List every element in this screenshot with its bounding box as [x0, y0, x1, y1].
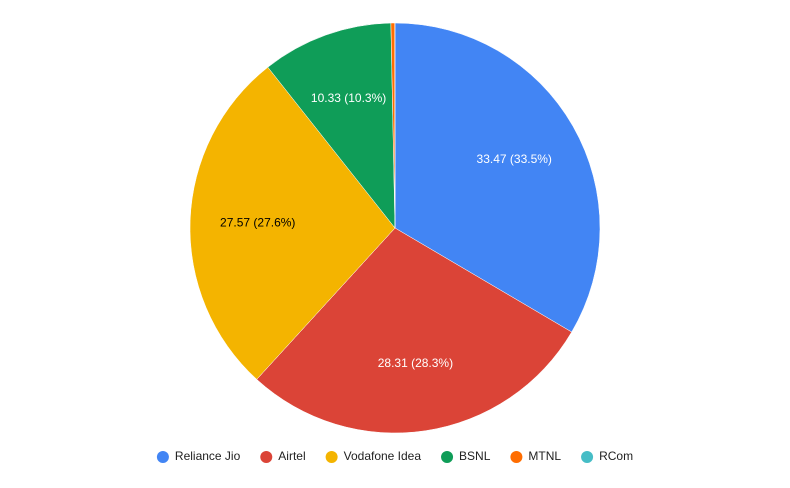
legend-label: Airtel: [278, 449, 305, 463]
pie-slice: [256, 227, 572, 434]
legend-marker: [510, 451, 523, 463]
legend-label: MTNL: [528, 449, 561, 463]
pie-slice: [189, 66, 396, 380]
legend-label: BSNL: [459, 449, 491, 463]
data-label: 27.57 (27.6%): [220, 215, 295, 229]
data-label: 10.33 (10.3%): [311, 91, 386, 105]
legend-marker: [325, 451, 338, 463]
legend-marker: [260, 451, 273, 463]
data-label: 33.47 (33.5%): [477, 152, 552, 166]
legend-marker: [581, 451, 594, 463]
legend-marker: [156, 451, 169, 463]
legend-label: Vodafone Idea: [344, 449, 422, 463]
legend: Reliance Jio Airtel Vodafone Idea BSNL MTNL R…: [156, 449, 633, 463]
pie-slice: [267, 22, 396, 229]
data-label: 28.31 (28.3%): [378, 356, 453, 370]
legend-label: Reliance Jio: [175, 449, 241, 463]
legend-label: RCom: [599, 449, 633, 463]
legend-marker: [441, 451, 454, 463]
pie-slice: [394, 22, 601, 333]
